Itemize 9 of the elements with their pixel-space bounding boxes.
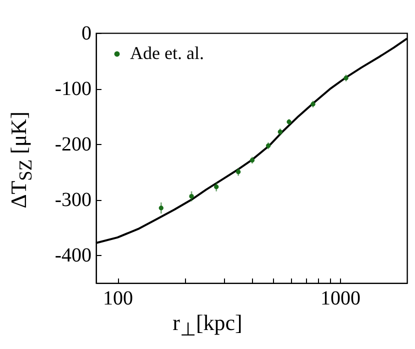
y-tick-label: -300 [54, 189, 92, 212]
x-axis-title: r$_{⊥}$[kpc] [172, 310, 244, 340]
y-tick-label: 0 [82, 22, 92, 44]
y-tick-label: -200 [54, 134, 92, 156]
y-tick-label: -100 [54, 78, 92, 100]
legend-label: Ade et. al. [130, 43, 204, 63]
y-tick-label: -400 [54, 244, 92, 267]
x-tick-label: 100 [103, 288, 134, 310]
x-tick-label: 1000 [320, 288, 361, 310]
